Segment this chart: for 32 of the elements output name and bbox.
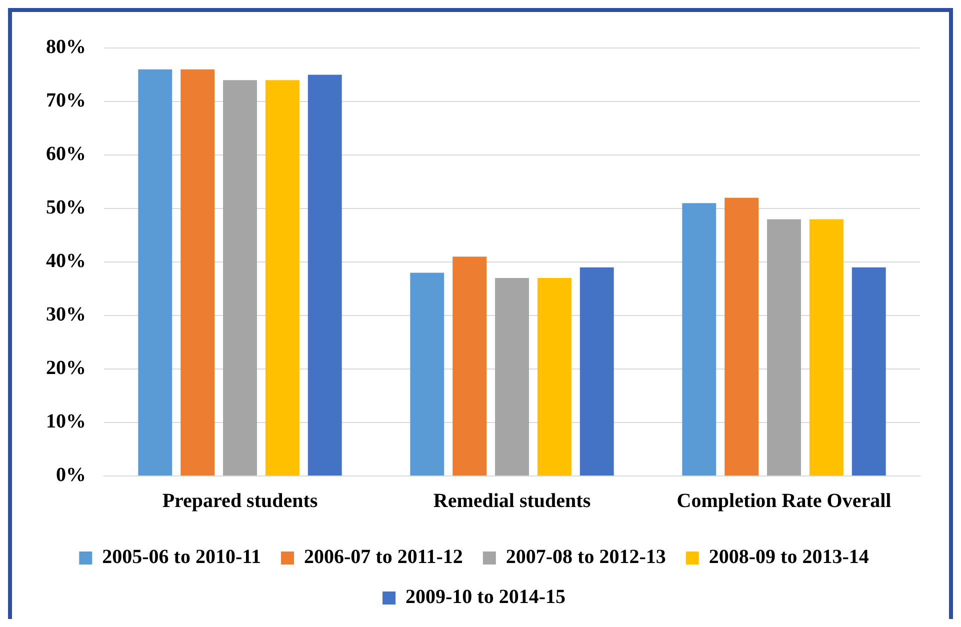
legend-label: 2007-08 to 2012-13 <box>506 546 666 568</box>
bar <box>308 74 342 476</box>
y-tick-label: 20% <box>46 357 86 380</box>
y-tick-label: 40% <box>46 250 86 272</box>
bar <box>138 69 172 476</box>
bar <box>410 272 444 476</box>
bar <box>180 69 215 476</box>
legend-label: 2005-06 to 2010-11 <box>102 546 262 568</box>
bar <box>580 267 614 476</box>
x-tick-label: Remedial students <box>433 490 591 512</box>
y-tick-label: 70% <box>46 90 86 112</box>
legend-label: 2009-10 to 2014-15 <box>406 586 566 608</box>
legend-label: 2006-07 to 2011-12 <box>304 546 463 568</box>
y-tick-label: 0% <box>56 464 86 486</box>
y-tick-label: 30% <box>46 304 86 326</box>
bar <box>223 80 257 476</box>
x-tick-label: Completion Rate Overall <box>676 490 892 512</box>
y-tick-label: 60% <box>46 143 86 166</box>
bar <box>767 219 801 476</box>
legend-label: 2008-09 to 2013-14 <box>708 546 869 568</box>
y-tick-label: 50% <box>46 196 86 219</box>
bar <box>724 198 759 476</box>
bar <box>265 80 300 476</box>
bar <box>852 267 886 476</box>
bar <box>537 278 572 476</box>
bar <box>495 278 529 476</box>
bar <box>809 219 844 476</box>
bar <box>452 256 487 476</box>
x-tick-label: Prepared students <box>162 490 318 512</box>
bar <box>682 203 716 476</box>
y-tick-label: 80% <box>46 36 86 58</box>
y-tick-label: 10% <box>46 410 86 433</box>
